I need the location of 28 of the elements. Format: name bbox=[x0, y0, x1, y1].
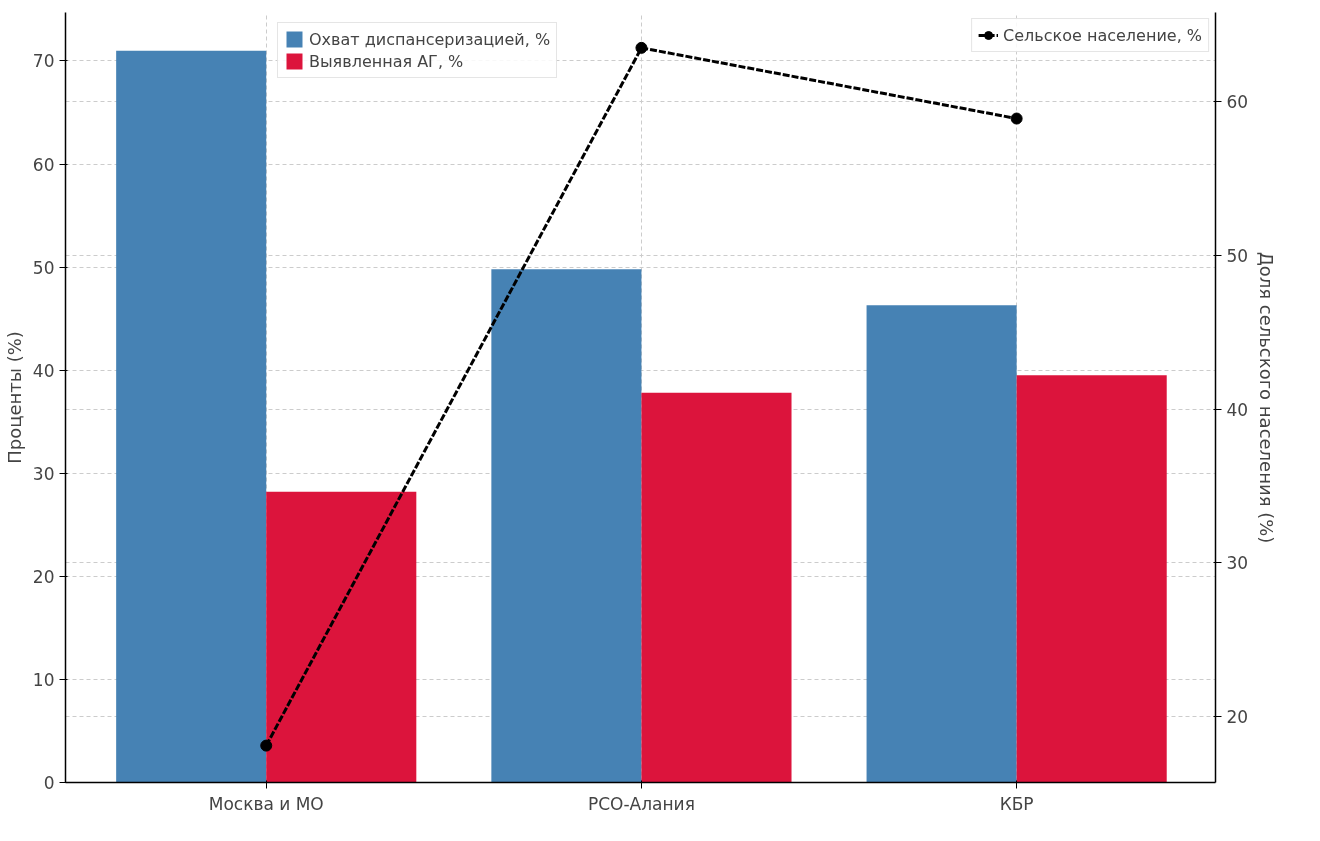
y-tick-label: 60 bbox=[32, 154, 55, 175]
y-tick-label: 50 bbox=[32, 257, 55, 278]
y2-axis-title: Доля сельского населения (%) bbox=[1256, 251, 1278, 544]
legend-label: Сельское население, % bbox=[1003, 25, 1202, 45]
bar bbox=[641, 392, 792, 783]
legend-label: Выявленная АГ, % bbox=[309, 51, 464, 71]
y2-tick-label: 30 bbox=[1226, 553, 1249, 574]
bar bbox=[116, 50, 267, 783]
y-tick-label: 20 bbox=[32, 566, 55, 587]
y-tick-label: 10 bbox=[32, 669, 55, 690]
y2-tick-label: 40 bbox=[1226, 399, 1249, 420]
y2-tick-label: 50 bbox=[1226, 245, 1249, 266]
y-axis-title: Проценты (%) bbox=[3, 331, 25, 464]
y2-tick-label: 20 bbox=[1226, 706, 1249, 727]
legend-label: Охват диспансеризацией, % bbox=[309, 29, 551, 49]
point bbox=[1010, 112, 1023, 125]
y-tick-label: 0 bbox=[43, 773, 55, 793]
x-tick-label: КБР bbox=[999, 793, 1034, 814]
bar bbox=[1016, 375, 1167, 783]
y-tick-label: 70 bbox=[32, 51, 55, 72]
x-tick-label: РСО-Алания bbox=[587, 793, 695, 814]
y-tick-label: 40 bbox=[32, 360, 55, 381]
bar bbox=[866, 305, 1017, 783]
x-tick-label: Москва и МО bbox=[208, 793, 324, 814]
y-tick-label: 30 bbox=[32, 463, 55, 484]
bar bbox=[266, 491, 417, 783]
bar bbox=[491, 269, 642, 783]
y2-tick-label: 60 bbox=[1226, 92, 1249, 113]
